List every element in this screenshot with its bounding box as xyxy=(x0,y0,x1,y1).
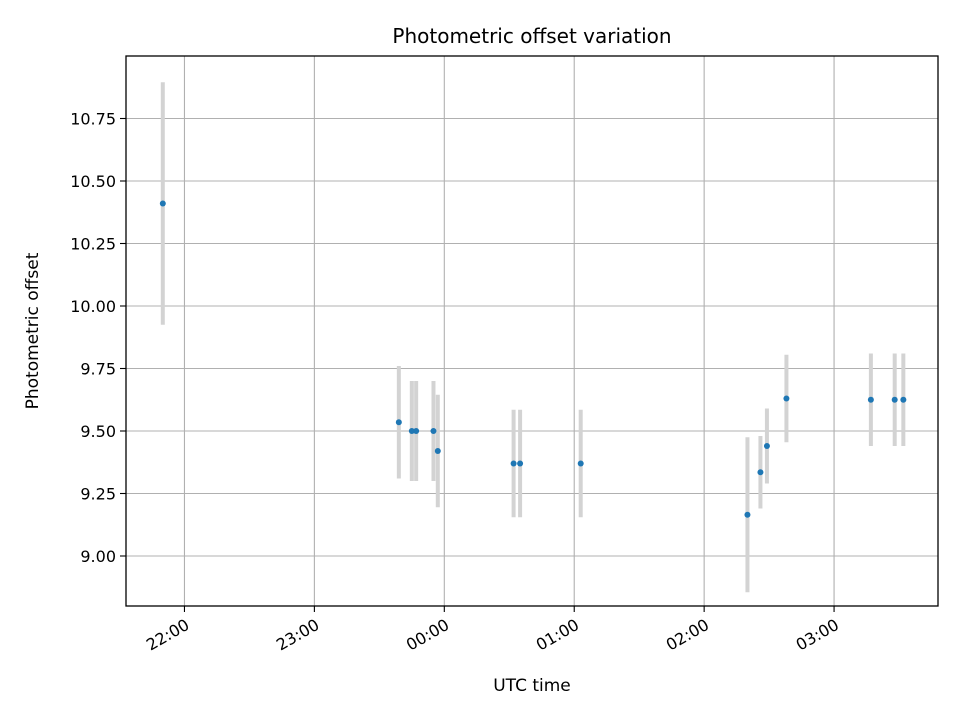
grid xyxy=(126,56,938,606)
data-point xyxy=(159,200,166,207)
x-tick-label: 22:00 xyxy=(143,615,192,655)
y-tick-label: 9.75 xyxy=(80,360,116,379)
x-axis-label: UTC time xyxy=(493,676,571,696)
data-point xyxy=(900,396,907,403)
data-point xyxy=(744,511,751,518)
data-point xyxy=(434,448,441,454)
x-axis: 22:00 23:00 00:00 01:00 02:00 03:00 xyxy=(143,606,842,655)
y-tick-label: 10.00 xyxy=(70,297,116,316)
y-tick-label: 10.75 xyxy=(70,110,116,129)
x-tick-label: 03:00 xyxy=(793,615,842,655)
y-tick-label: 9.25 xyxy=(80,485,116,504)
x-tick-label: 23:00 xyxy=(273,615,322,655)
plot-frame xyxy=(125,55,939,607)
data-point xyxy=(783,395,790,402)
data-point xyxy=(891,396,898,403)
data-point xyxy=(408,428,415,434)
y-tick-label: 10.50 xyxy=(70,172,116,191)
y-tick-label: 9.00 xyxy=(80,547,116,566)
x-tick-label: 02:00 xyxy=(663,615,712,655)
chart-title: Photometric offset variation xyxy=(392,24,671,48)
data-point xyxy=(413,428,420,434)
data-point xyxy=(510,460,517,467)
x-tick-label: 01:00 xyxy=(533,615,582,655)
data-point xyxy=(757,469,764,476)
y-axis: 9.00 9.25 9.50 9.75 10.00 10.25 10.50 10.75 xyxy=(70,110,126,566)
data-point xyxy=(577,460,584,467)
y-axis-label: Photometric offset xyxy=(23,252,43,409)
data-point xyxy=(517,460,524,467)
data-point xyxy=(867,396,874,403)
y-tick-label: 10.25 xyxy=(70,235,116,254)
data-points xyxy=(159,200,907,518)
data-point xyxy=(395,419,402,426)
x-tick-label: 00:00 xyxy=(403,615,452,655)
data-point xyxy=(430,428,437,434)
data-point xyxy=(763,443,770,449)
plot-area xyxy=(126,56,938,606)
y-tick-label: 9.50 xyxy=(80,422,116,441)
